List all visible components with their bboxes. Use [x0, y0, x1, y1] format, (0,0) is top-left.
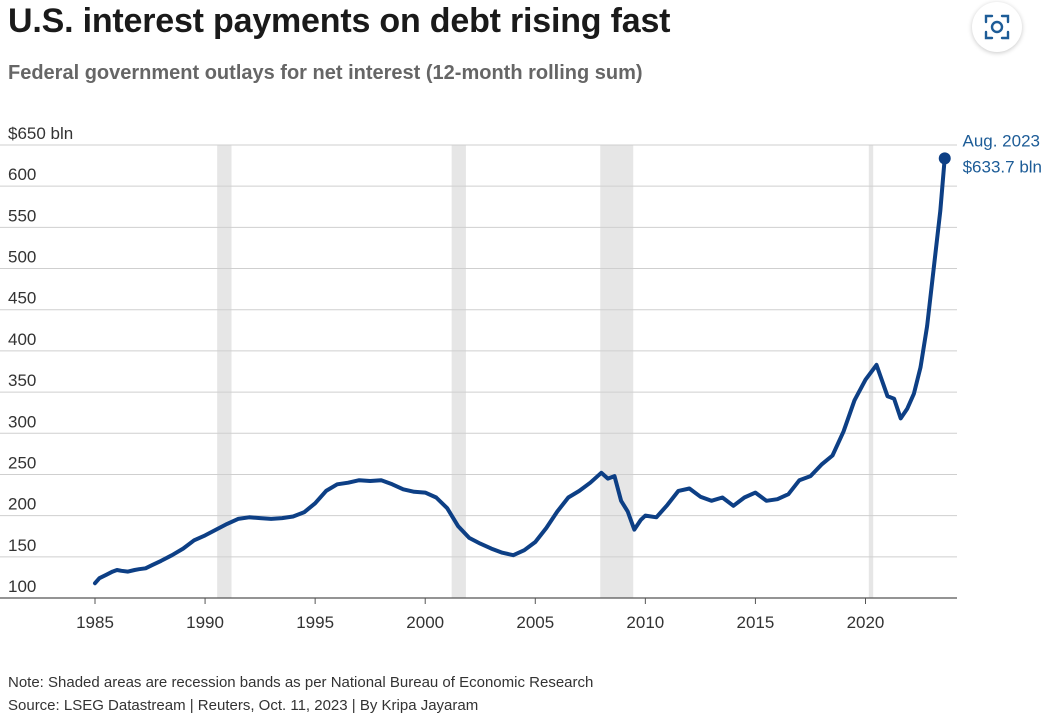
x-tick-label: 2015	[737, 613, 775, 632]
recession-band	[451, 145, 466, 598]
x-tick-label: 1995	[296, 613, 334, 632]
y-tick-label: 250	[8, 453, 36, 472]
recession-band	[217, 145, 232, 598]
y-tick-label: 300	[8, 412, 36, 431]
grid-lines	[0, 144, 957, 558]
footer-source: Source: LSEG Datastream | Reuters, Oct. …	[8, 697, 479, 714]
y-tick-label: 150	[8, 536, 36, 555]
annotation-group: Aug. 2023 $633.7 bln	[938, 131, 1042, 176]
endpoint-marker	[938, 152, 951, 165]
expand-focus-icon	[984, 14, 1010, 40]
x-tick-label: 2010	[626, 613, 664, 632]
y-tick-label: 350	[8, 371, 36, 390]
y-tick-label: 200	[8, 495, 36, 514]
series-group	[93, 156, 947, 586]
y-tick-label: 450	[8, 289, 36, 308]
recession-band	[600, 145, 634, 598]
x-axis-ticks: 1985 1990 1995 2000 2005 2010 2015 2020	[76, 598, 884, 632]
x-tick-label: 2005	[516, 613, 554, 632]
y-axis-ticks: 100 150 200 250 300 350 400 450 500 550 600 $650 bl…	[8, 124, 73, 596]
y-tick-label: 400	[8, 330, 36, 349]
x-tick-label: 2020	[847, 613, 885, 632]
x-tick-label: 1985	[76, 613, 114, 632]
series-line	[93, 156, 947, 586]
x-tick-label: 1990	[186, 613, 224, 632]
y-tick-label: $650 bln	[8, 124, 73, 143]
line-chart: 100 150 200 250 300 350 400 450 500 550 600 $650 bl…	[0, 124, 1042, 632]
expand-button[interactable]	[972, 2, 1022, 52]
y-tick-label: 100	[8, 577, 36, 596]
y-tick-label: 550	[8, 206, 36, 225]
x-tick-label: 2000	[406, 613, 444, 632]
annotation-value-label: $633.7 bln	[963, 157, 1042, 176]
annotation-date-label: Aug. 2023	[962, 131, 1040, 150]
chart-subtitle: Federal government outlays for net inter…	[8, 62, 643, 84]
y-tick-label: 600	[8, 165, 36, 184]
footer-note: Note: Shaded areas are recession bands a…	[8, 674, 594, 691]
y-tick-label: 500	[8, 248, 36, 267]
chart-title: U.S. interest payments on debt rising fa…	[8, 2, 671, 40]
